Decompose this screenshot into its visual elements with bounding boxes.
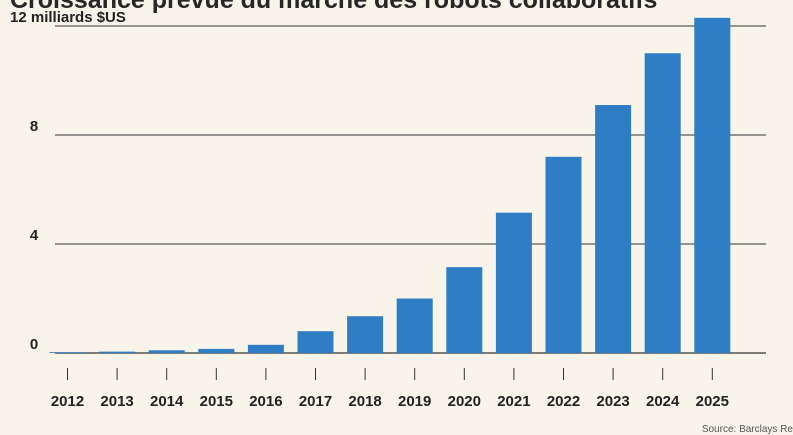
bar-2020 (446, 267, 483, 353)
y-tick-label: 0 (30, 336, 38, 353)
x-tick-label: 2023 (596, 393, 629, 410)
bar-2016 (247, 344, 284, 353)
bar-2021 (495, 212, 532, 353)
bar-2017 (297, 331, 334, 353)
y-tick-label: 12 milliards $US (10, 9, 126, 26)
x-tick-label: 2014 (150, 393, 184, 410)
bar-2025 (694, 17, 731, 353)
bar-2013 (99, 351, 136, 353)
x-tick-label: 2015 (200, 393, 233, 410)
y-tick-label: 4 (30, 227, 39, 244)
x-tick-label: 2016 (249, 393, 282, 410)
bar-2019 (396, 298, 433, 353)
x-tick-label: 2022 (547, 393, 580, 410)
x-tick-label: 2024 (646, 393, 680, 410)
x-tick-label: 2020 (448, 393, 481, 410)
bar-2024 (644, 53, 681, 353)
x-tick-label: 2017 (299, 393, 332, 410)
chart-title: Croissance prévue du marché des robots c… (10, 0, 658, 14)
bar-2023 (595, 105, 632, 354)
x-tick-label: 2021 (497, 393, 530, 410)
bar-2012 (49, 352, 86, 353)
x-tick-label: 2012 (51, 393, 84, 410)
x-tick-label: 2013 (100, 393, 133, 410)
bar-2015 (198, 348, 235, 353)
y-tick-label: 8 (30, 118, 38, 135)
bar-2022 (545, 156, 582, 353)
bar-2018 (347, 316, 384, 353)
bar-chart: 0 4 8 12 milliards $US 2012 2013 2014 2015 2016 2… (10, 9, 766, 410)
x-tick-label: 2025 (696, 393, 729, 410)
x-tick-label: 2019 (398, 393, 431, 410)
bar-2014 (148, 350, 185, 353)
x-tick-label: 2018 (348, 393, 381, 410)
